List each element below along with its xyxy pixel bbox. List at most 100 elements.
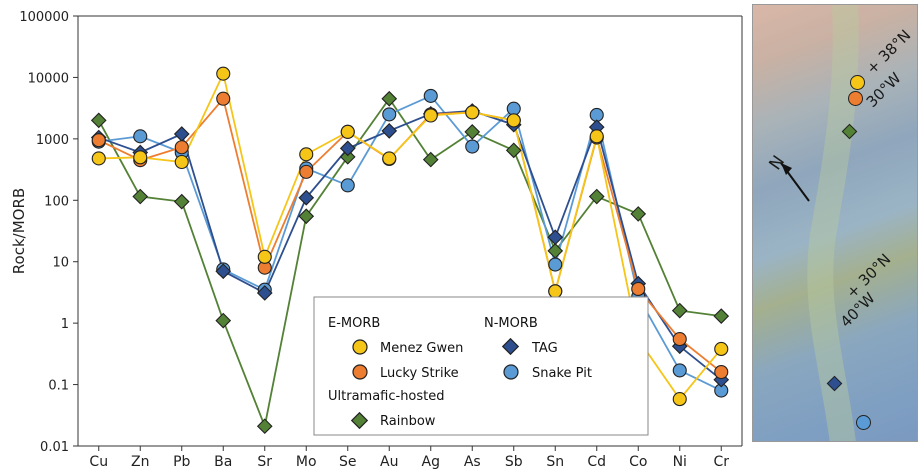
legend-label-snake-pit: Snake Pit (532, 366, 592, 381)
series-line-tag (98, 110, 722, 381)
point-menez-gwen-cd (589, 129, 604, 144)
point-menez-gwen-zn (133, 150, 148, 165)
point-rainbow-sn (547, 243, 564, 259)
point-rainbow-cu (90, 112, 107, 129)
x-tick-label-se: Se (339, 454, 357, 470)
legend-group-emorb: E-MORB (328, 316, 380, 331)
legend-marker-tag (501, 337, 520, 356)
point-rainbow-au (381, 90, 398, 107)
y-tick-label: 100 (44, 194, 69, 209)
y-tick-label: 100000 (19, 10, 69, 25)
point-lucky-strike-cu (91, 133, 106, 148)
legend-label-menez-gwen: Menez Gwen (380, 341, 463, 356)
map-marker-menez-gwen (850, 75, 865, 90)
point-rainbow-mo (298, 208, 315, 225)
point-rainbow-ni (671, 302, 688, 319)
point-lucky-strike-pb (174, 140, 189, 155)
point-tag-pb (173, 126, 190, 142)
point-menez-gwen-sn (548, 284, 563, 299)
point-snake-pit-se (340, 178, 355, 193)
point-menez-gwen-ni (672, 392, 687, 407)
x-tick-label-ba: Ba (214, 454, 232, 470)
x-tick-label-pb: Pb (173, 454, 190, 470)
legend-marker-rainbow (350, 411, 369, 430)
point-snake-pit-ni (672, 363, 687, 378)
point-rainbow-co (630, 206, 647, 222)
map-ridge-overlay (780, 5, 859, 441)
point-rainbow-as (464, 124, 481, 140)
x-tick-label-ag: Ag (422, 454, 440, 470)
point-lucky-strike-mo (299, 164, 314, 179)
y-tick-label: 1 (61, 317, 69, 332)
map-marker-lucky-strike (848, 91, 863, 106)
legend-box (313, 296, 649, 436)
point-menez-gwen-sb (506, 113, 521, 128)
legend-group-ultramafic: Ultramafic-hosted (328, 389, 445, 404)
point-snake-pit-sn (548, 257, 563, 272)
point-lucky-strike-ni (672, 332, 687, 347)
y-axis-label: Rock/MORB (10, 188, 28, 274)
x-categories: Cu Zn Pb Ba Sr Mo Se Au Ag As Sb Sn Cd Co Ni Cr (89, 446, 729, 470)
point-menez-gwen-se (340, 124, 355, 139)
point-tag-mo (298, 189, 315, 206)
y-tick-label: 1000 (36, 133, 69, 148)
x-tick-label-cd: Cd (587, 454, 606, 470)
point-lucky-strike-ba (216, 91, 231, 106)
x-tick-label-co: Co (629, 454, 647, 470)
y-tick-label: 10 (52, 256, 69, 271)
legend-marker-snake-pit (503, 364, 519, 380)
legend-marker-lucky-strike (352, 364, 368, 380)
legend-group-nmorb: N-MORB (484, 316, 538, 331)
legend-label-lucky-strike: Lucky Strike (380, 366, 459, 381)
point-menez-gwen-sr (257, 249, 272, 264)
y-tick-label: 10000 (28, 71, 69, 86)
point-snake-pit-as (465, 139, 480, 154)
point-rainbow-pb (173, 193, 190, 210)
point-rainbow-cr (713, 308, 730, 324)
x-tick-label-sb: Sb (505, 454, 523, 470)
point-rainbow-sr (256, 418, 273, 435)
y-ticks: 0.01 0.1 1 10 100 1000 10000 100000 (19, 10, 78, 455)
legend-label-rainbow: Rainbow (380, 414, 436, 429)
ridge-band (807, 5, 859, 441)
point-rainbow-cd (588, 188, 605, 205)
point-tag-sr (256, 285, 273, 301)
map-marker-snake-pit (856, 415, 871, 430)
y-tick-label: 0.1 (48, 379, 69, 394)
point-tag-se (339, 140, 356, 157)
chart: Rock/MORB 0.01 0.1 1 10 100 1000 10000 100000 C… (10, 10, 743, 470)
point-rainbow-ba (215, 312, 232, 329)
bathymetry-map: N + 38°N 30°W + 30°N 40°W (752, 4, 918, 442)
x-tick-label-sn: Sn (546, 454, 564, 470)
point-tag-sn (547, 229, 564, 246)
point-rainbow-se (339, 148, 356, 165)
series-layer (90, 66, 730, 435)
y-tick-label: 0.01 (40, 440, 69, 455)
point-menez-gwen-pb (174, 154, 189, 170)
point-tag-ba (215, 263, 232, 280)
point-lucky-strike-co (631, 281, 646, 297)
x-tick-label-mo: Mo (296, 454, 317, 470)
north-arrow-head (781, 163, 792, 175)
x-tick-label-sr: Sr (257, 454, 272, 470)
legend-marker-menez-gwen (352, 339, 368, 355)
point-snake-pit-au (382, 107, 397, 122)
point-snake-pit-zn (133, 129, 148, 144)
point-menez-gwen-ag (423, 108, 438, 123)
point-menez-gwen-mo (299, 147, 314, 162)
point-snake-pit-ag (423, 88, 438, 103)
point-menez-gwen-au (382, 151, 397, 166)
point-menez-gwen-as (465, 105, 480, 120)
x-tick-label-au: Au (380, 454, 398, 470)
x-tick-label-zn: Zn (131, 454, 149, 470)
x-tick-label-cu: Cu (89, 454, 108, 470)
point-menez-gwen-ba (216, 66, 231, 81)
point-tag-au (381, 123, 398, 139)
x-tick-label-ni: Ni (673, 454, 687, 470)
point-rainbow-ag (422, 151, 439, 168)
point-lucky-strike-cr (714, 364, 729, 380)
x-tick-label-cr: Cr (713, 454, 729, 470)
legend-label-tag: TAG (531, 341, 558, 356)
point-snake-pit-sb (506, 101, 521, 116)
x-tick-label-as: As (464, 454, 481, 470)
